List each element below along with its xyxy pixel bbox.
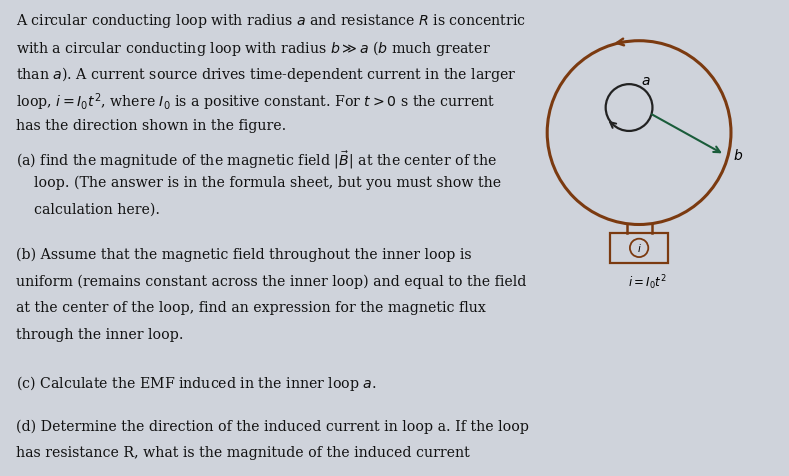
Text: (c) Calculate the EMF induced in the inner loop $\mathit{a}$.: (c) Calculate the EMF induced in the inn…: [16, 374, 376, 393]
Text: A circular conducting loop with radius $\mathit{a}$ and resistance $\mathit{R}$ : A circular conducting loop with radius $…: [16, 12, 525, 30]
Text: loop, $i = I_0t^2$, where $I_0$ is a positive constant. For $t>0$ s the current: loop, $i = I_0t^2$, where $I_0$ is a pos…: [16, 92, 495, 113]
Text: $i$: $i$: [637, 242, 641, 254]
Text: $a$: $a$: [641, 74, 650, 88]
Text: through the inner loop.: through the inner loop.: [16, 328, 183, 342]
Text: $i = I_0t^2$: $i = I_0t^2$: [628, 274, 667, 292]
Text: than $\mathit{a}$). A current source drives time-dependent current in the larger: than $\mathit{a}$). A current source dri…: [16, 65, 516, 84]
Bar: [610, 233, 668, 263]
Text: at the center of the loop, find an expression for the magnetic flux: at the center of the loop, find an expre…: [16, 301, 486, 315]
Text: (b) Assume that the magnetic field throughout the inner loop is: (b) Assume that the magnetic field throu…: [16, 248, 472, 262]
Text: with a circular conducting loop with radius $b \gg a$ ($b$ much greater: with a circular conducting loop with rad…: [16, 39, 491, 58]
Text: loop. (The answer is in the formula sheet, but you must show the: loop. (The answer is in the formula shee…: [16, 176, 501, 190]
Text: calculation here).: calculation here).: [16, 202, 160, 216]
Text: $b$: $b$: [733, 148, 743, 163]
Text: (a) find the magnitude of the magnetic field $|\vec{B}|$ at the center of the: (a) find the magnitude of the magnetic f…: [16, 149, 497, 171]
Text: (d) Determine the direction of the induced current in loop a. If the loop: (d) Determine the direction of the induc…: [16, 419, 529, 434]
Text: uniform (remains constant across the inner loop) and equal to the field: uniform (remains constant across the inn…: [16, 275, 526, 289]
Text: has resistance R, what is the magnitude of the induced current: has resistance R, what is the magnitude …: [16, 446, 469, 460]
Text: has the direction shown in the figure.: has the direction shown in the figure.: [16, 119, 286, 132]
